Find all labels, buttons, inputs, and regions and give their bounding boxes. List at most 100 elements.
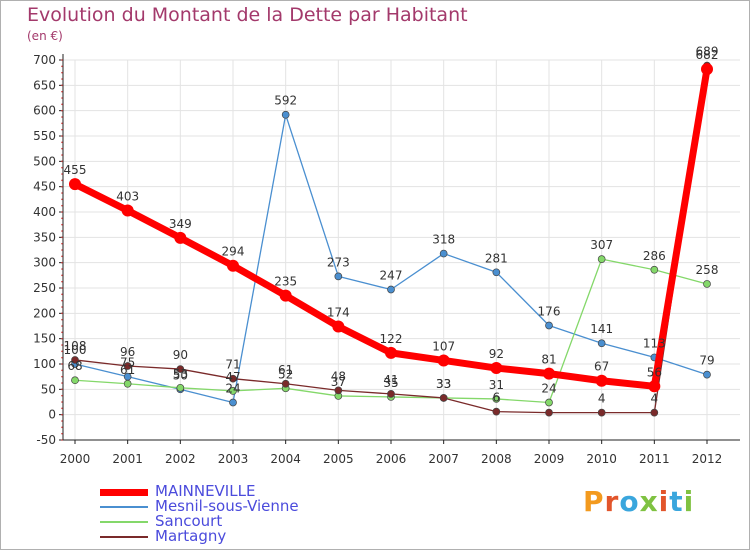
data-label: 286 — [643, 249, 666, 263]
data-point — [490, 362, 503, 375]
data-point — [71, 356, 79, 364]
legend-swatch — [100, 536, 148, 538]
y-tick-label: -50 — [36, 433, 56, 447]
x-tick-label: 2010 — [586, 452, 617, 466]
data-label: 247 — [380, 269, 403, 283]
data-point — [545, 321, 553, 330]
data-point — [229, 387, 237, 395]
data-point — [227, 259, 239, 272]
logo-letter: P — [583, 485, 605, 518]
data-point — [123, 362, 132, 370]
y-axis-minor-dot — [61, 337, 63, 340]
data-label: 689 — [696, 45, 719, 59]
y-tick-label: 200 — [33, 306, 56, 320]
data-label: 31 — [489, 378, 504, 392]
x-tick-label: 2009 — [534, 452, 565, 466]
y-axis-minor-dot — [61, 166, 63, 169]
y-axis-minor-dot — [61, 65, 63, 68]
y-tick-label: 500 — [33, 154, 56, 168]
y-tick-label: 450 — [33, 180, 56, 194]
data-point — [176, 383, 185, 392]
data-label: 56 — [647, 365, 662, 379]
data-label: 71 — [225, 358, 240, 372]
x-tick-label: 2005 — [323, 452, 354, 466]
data-label: 53 — [173, 367, 188, 381]
data-label: 67 — [594, 360, 609, 374]
legend-item: Martagny — [100, 528, 400, 544]
y-axis-minor-dot — [61, 261, 63, 264]
data-label: 108 — [64, 339, 87, 353]
y-axis-minor-dot — [61, 217, 63, 220]
data-point — [176, 365, 185, 373]
data-point — [545, 398, 553, 407]
x-tick-label: 2007 — [428, 452, 459, 466]
data-point — [334, 272, 343, 281]
data-label: 50 — [173, 368, 188, 382]
y-axis-minor-dot — [61, 223, 63, 226]
data-point — [439, 249, 448, 258]
data-label: 174 — [327, 306, 350, 320]
y-axis-minor-dot — [61, 255, 63, 258]
y-tick-label: 700 — [33, 53, 56, 67]
y-axis-minor-dot — [61, 407, 63, 410]
data-point — [387, 390, 395, 398]
data-point — [492, 268, 501, 277]
data-point — [703, 280, 711, 288]
data-label: 592 — [274, 94, 297, 108]
data-label: 90 — [173, 348, 188, 362]
y-axis-minor-dot — [61, 268, 63, 270]
y-axis-minor-dot — [61, 439, 63, 441]
y-axis-minor-dot — [61, 318, 63, 321]
data-label: 37 — [331, 375, 346, 389]
x-tick-label: 2003 — [218, 452, 249, 466]
data-label: 318 — [432, 233, 455, 247]
data-label: 33 — [436, 377, 451, 391]
y-axis-minor-dot — [61, 204, 63, 207]
logo-letter: o — [619, 485, 640, 518]
data-point — [597, 255, 606, 263]
y-axis-minor-dot — [61, 350, 63, 353]
y-axis-minor-dot — [61, 344, 63, 346]
x-tick-label: 2006 — [376, 452, 407, 466]
data-label: 41 — [383, 373, 398, 387]
x-tick-label: 2001 — [112, 452, 143, 466]
data-point — [229, 374, 237, 383]
data-label: 455 — [64, 163, 87, 177]
data-point — [650, 265, 659, 274]
logo-letter: r — [604, 485, 620, 518]
y-axis-minor-dot — [61, 249, 63, 251]
data-label: 349 — [169, 217, 192, 231]
y-axis-minor-dot — [61, 287, 63, 289]
legend-label: Mesnil-sous-Vienne — [155, 497, 299, 515]
legend-item: Mesnil-sous-Vienne — [100, 497, 400, 515]
y-axis-minor-dot — [61, 363, 63, 365]
data-point — [439, 394, 448, 402]
y-tick-label: 400 — [33, 205, 56, 219]
data-label: 107 — [432, 339, 455, 353]
data-label: 100 — [64, 343, 87, 357]
y-axis-minor-dot — [61, 236, 63, 239]
logo-letter: t — [669, 485, 684, 518]
data-label: 273 — [327, 255, 350, 269]
data-label: 24 — [541, 382, 556, 396]
y-axis-minor-dot — [61, 356, 63, 359]
legend-item: MAINNEVILLE — [100, 483, 400, 499]
x-tick-label: 2004 — [270, 452, 301, 466]
data-label: 47 — [225, 370, 240, 384]
y-tick-label: 250 — [33, 281, 56, 295]
data-label: 4 — [651, 392, 659, 406]
y-axis-minor-dot — [61, 135, 63, 137]
y-axis-minor-dot — [61, 160, 63, 163]
proxiti-logo: Proxiti — [583, 485, 694, 518]
y-tick-label: 100 — [33, 357, 56, 371]
y-tick-label: 650 — [33, 78, 56, 92]
y-axis-minor-dot — [61, 426, 63, 429]
legend-swatch — [100, 488, 148, 496]
logo-letter: i — [683, 485, 695, 518]
data-label: 235 — [274, 275, 297, 289]
y-axis-minor-dot — [61, 211, 63, 213]
y-axis-minor-dot — [61, 71, 63, 74]
y-axis-minor-dot — [61, 173, 63, 175]
data-point — [650, 408, 659, 417]
data-label: 79 — [699, 354, 714, 368]
